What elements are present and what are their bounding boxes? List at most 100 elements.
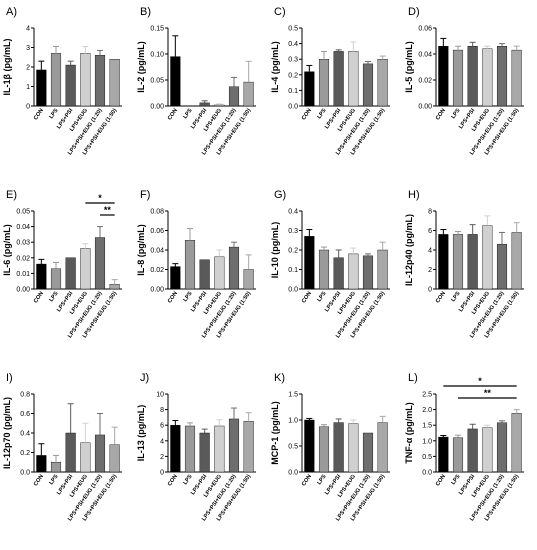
- y-tick-label: 0.5: [288, 26, 298, 33]
- bar-2: [467, 428, 478, 473]
- x-tick-label: CON: [167, 474, 179, 488]
- y-axis-label: IL-5 (pg/mL): [404, 41, 414, 93]
- bar-5: [511, 413, 522, 473]
- panel-e: E) IL-6 (pg/mL) 0.00 0.01 0.02 0.03 0.04 0.05 CO…: [2, 189, 122, 339]
- y-tick-label: 0.00: [150, 287, 164, 294]
- y-axis-label: IL-1β (pg/mL): [2, 39, 12, 96]
- y-tick-label: 0.0: [288, 287, 298, 294]
- bar-3: [80, 53, 91, 107]
- panel-label: C): [274, 6, 286, 18]
- y-axis-label: IL-8 (pg/mL): [136, 224, 146, 276]
- y-tick-label: 8: [160, 407, 164, 414]
- y-tick-label: 0.02: [16, 255, 30, 262]
- bar-3: [348, 51, 359, 107]
- bar-5: [511, 49, 522, 107]
- panel-label: L): [408, 372, 418, 384]
- bar-2: [65, 64, 76, 107]
- bar-1: [50, 268, 62, 290]
- bar-0: [438, 46, 449, 107]
- panel-f: F) IL-8 (pg/mL) 0.00 0.02 0.04 0.06 0.08 CON LPS…: [136, 189, 256, 339]
- bar-4: [496, 243, 508, 290]
- y-tick-label: 0.01: [16, 271, 30, 278]
- x-tick-label: LPS: [182, 107, 193, 120]
- bar-4: [94, 55, 106, 107]
- x-tick-label: CON: [33, 291, 45, 305]
- x-tick-label: CON: [33, 474, 45, 488]
- bar-2: [333, 51, 344, 107]
- x-tick-label: LPS: [450, 473, 461, 486]
- y-tick-label: 0.2: [20, 450, 30, 457]
- y-tick-label: 0.8: [20, 392, 30, 399]
- y-axis-label: IL-12p40 (pg/mL): [404, 214, 414, 286]
- y-tick-label: 0.2: [288, 248, 298, 255]
- bar-5: [377, 59, 388, 107]
- bar-5: [109, 284, 120, 290]
- bar-1: [50, 462, 62, 473]
- y-tick-label: 0.3: [288, 57, 298, 64]
- bar-1: [184, 240, 196, 290]
- panel-label: B): [140, 6, 151, 18]
- bar-0: [304, 419, 315, 473]
- bar-4: [228, 246, 240, 290]
- y-tick-label: 0.03: [16, 240, 30, 247]
- y-tick-label: 4: [428, 248, 432, 255]
- significance-label: *: [478, 376, 482, 386]
- y-tick-label: 1.5: [422, 423, 432, 430]
- y-tick-label: 0.04: [418, 52, 432, 59]
- x-tick-label: LPS: [182, 473, 193, 486]
- y-tick-label: 2: [428, 267, 432, 274]
- bar-3: [214, 256, 225, 290]
- panel-label: J): [140, 372, 149, 384]
- y-tick-label: 0.1: [288, 267, 298, 274]
- y-axis-label: IL-13 (pg/mL): [136, 405, 146, 462]
- bar-0: [438, 234, 449, 290]
- x-tick-label: CON: [435, 474, 447, 488]
- bar-4: [94, 237, 106, 290]
- y-tick-label: 0.1: [288, 88, 298, 95]
- bar-2: [333, 257, 344, 290]
- y-tick-label: 0.3: [288, 228, 298, 235]
- x-tick-label: CON: [435, 291, 447, 305]
- bar-4: [362, 255, 374, 290]
- significance-label: *: [98, 193, 102, 203]
- y-tick-label: 0.00: [418, 104, 432, 111]
- x-tick-label: CON: [301, 474, 313, 488]
- bar-1: [452, 437, 464, 473]
- bar-3: [482, 427, 493, 473]
- x-tick-label: LPS: [450, 290, 461, 303]
- bar-3: [214, 104, 225, 107]
- y-tick-label: 0.5: [422, 454, 432, 461]
- bar-1: [318, 59, 330, 107]
- panel-label: G): [274, 189, 286, 201]
- y-tick-label: 0.05: [150, 78, 164, 85]
- y-tick-label: 6: [428, 228, 432, 235]
- y-tick-label: 0.0: [20, 470, 30, 477]
- x-tick-label: CON: [435, 108, 447, 122]
- y-axis-label: IL-6 (pg/mL): [2, 224, 12, 276]
- bar-4: [362, 63, 374, 107]
- bar-4: [228, 418, 240, 473]
- y-tick-label: 0.02: [418, 78, 432, 85]
- bar-5: [109, 59, 120, 107]
- y-tick-label: 0.02: [150, 267, 164, 274]
- y-tick-label: 0.4: [288, 41, 298, 48]
- bar-0: [438, 436, 449, 473]
- y-tick-label: 0.00: [16, 287, 30, 294]
- x-tick-label: LPS: [316, 107, 327, 120]
- y-tick-label: 0.06: [150, 228, 164, 235]
- y-tick-label: 0.10: [150, 52, 164, 59]
- bar-3: [214, 425, 225, 473]
- y-tick-label: 0.0: [288, 470, 298, 477]
- bar-3: [80, 248, 91, 290]
- bar-1: [184, 425, 196, 473]
